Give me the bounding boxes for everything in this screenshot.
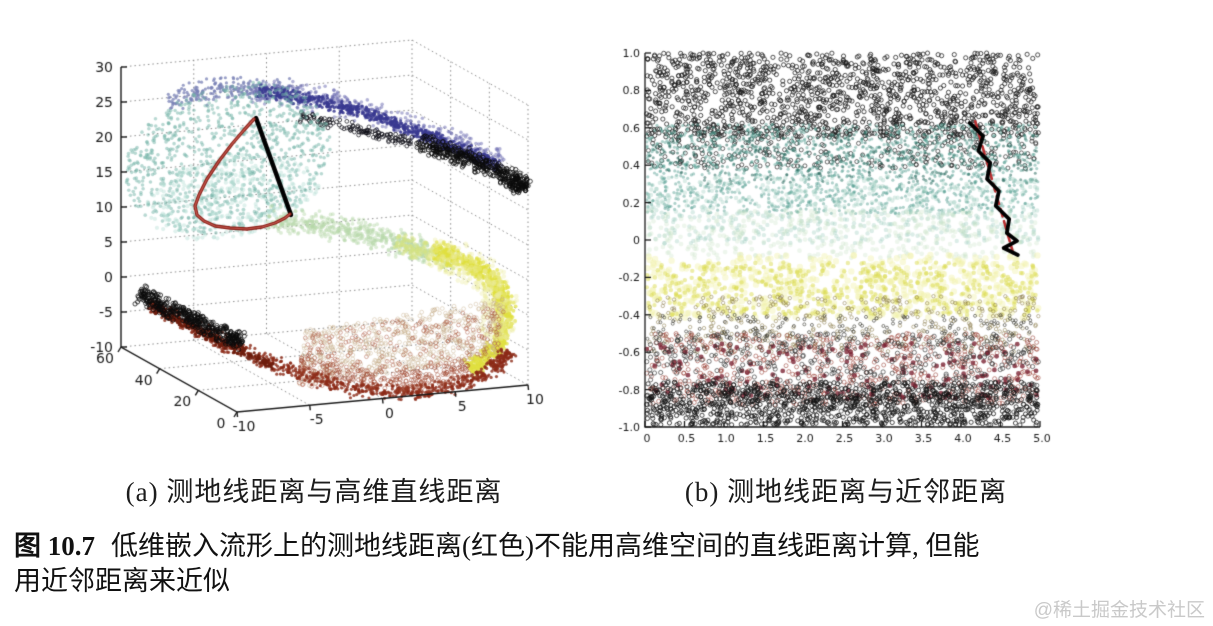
panel-b-caption: (b) 测地线距离与近邻距离	[684, 477, 1008, 507]
watermark: @稀土掘金技术社区	[1033, 600, 1205, 621]
figure-number: 图 10.7	[14, 531, 95, 561]
figure-caption-text: 低维嵌入流形上的测地线距离(红色)不能用高维空间的直线距离计算, 但能	[111, 531, 980, 561]
panel-a-caption: (a) 测地线距离与高维直线距离	[125, 477, 503, 507]
figure-caption: 图 10.7 低维嵌入流形上的测地线距离(红色)不能用高维空间的直线距离计算, 但…	[14, 529, 1174, 599]
figure-caption-text-line2: 用近邻距离来近似	[14, 566, 230, 596]
